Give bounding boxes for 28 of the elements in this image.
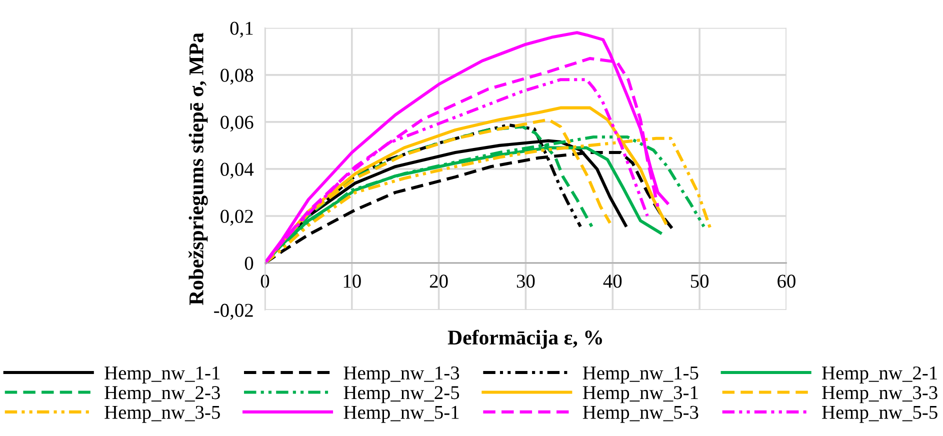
x-tick-label: 50 — [690, 274, 709, 288]
legend-label: Hemp_nw_5-3 — [582, 406, 698, 423]
y-tick-label: 0,04 — [220, 162, 254, 179]
legend-label: Hemp_nw_1-1 — [104, 366, 220, 384]
legend-label: Hemp_nw_3-5 — [104, 406, 220, 423]
legend-label: Hemp_nw_3-3 — [822, 386, 938, 404]
x-tick-label: 10 — [344, 274, 361, 288]
y-axis-title: Robežspriegums stiepē σ, MPa — [188, 32, 208, 306]
y-tick-label: 0 — [244, 256, 254, 270]
legend-label: Hemp_nw_2-5 — [344, 386, 460, 404]
x-tick-label: 40 — [603, 274, 622, 288]
legend-label: Hemp_nw_2-3 — [104, 386, 220, 404]
x-tick-label: 60 — [778, 274, 796, 288]
y-tick-label: -0,02 — [214, 304, 253, 320]
y-tick-label: 0,06 — [220, 116, 254, 132]
legend-label: Hemp_nw_5-5 — [822, 406, 938, 423]
y-tick-label: 0,08 — [220, 68, 254, 85]
legend-label: Hemp_nw_5-1 — [344, 406, 459, 423]
x-tick-label: 30 — [516, 274, 535, 288]
legend-label: Hemp_nw_1-3 — [344, 366, 460, 384]
x-axis-title: Deformācija ε, % — [448, 330, 602, 349]
y-tick-label: 0,1 — [230, 22, 253, 38]
legend-label: Hemp_nw_1-5 — [582, 366, 698, 384]
x-tick-label: 0 — [260, 274, 270, 288]
y-tick-label: 0,02 — [220, 210, 253, 226]
x-tick-label: 20 — [430, 274, 448, 288]
legend-label: Hemp_nw_3-1 — [582, 386, 698, 404]
legend-label: Hemp_nw_2-1 — [822, 366, 937, 384]
